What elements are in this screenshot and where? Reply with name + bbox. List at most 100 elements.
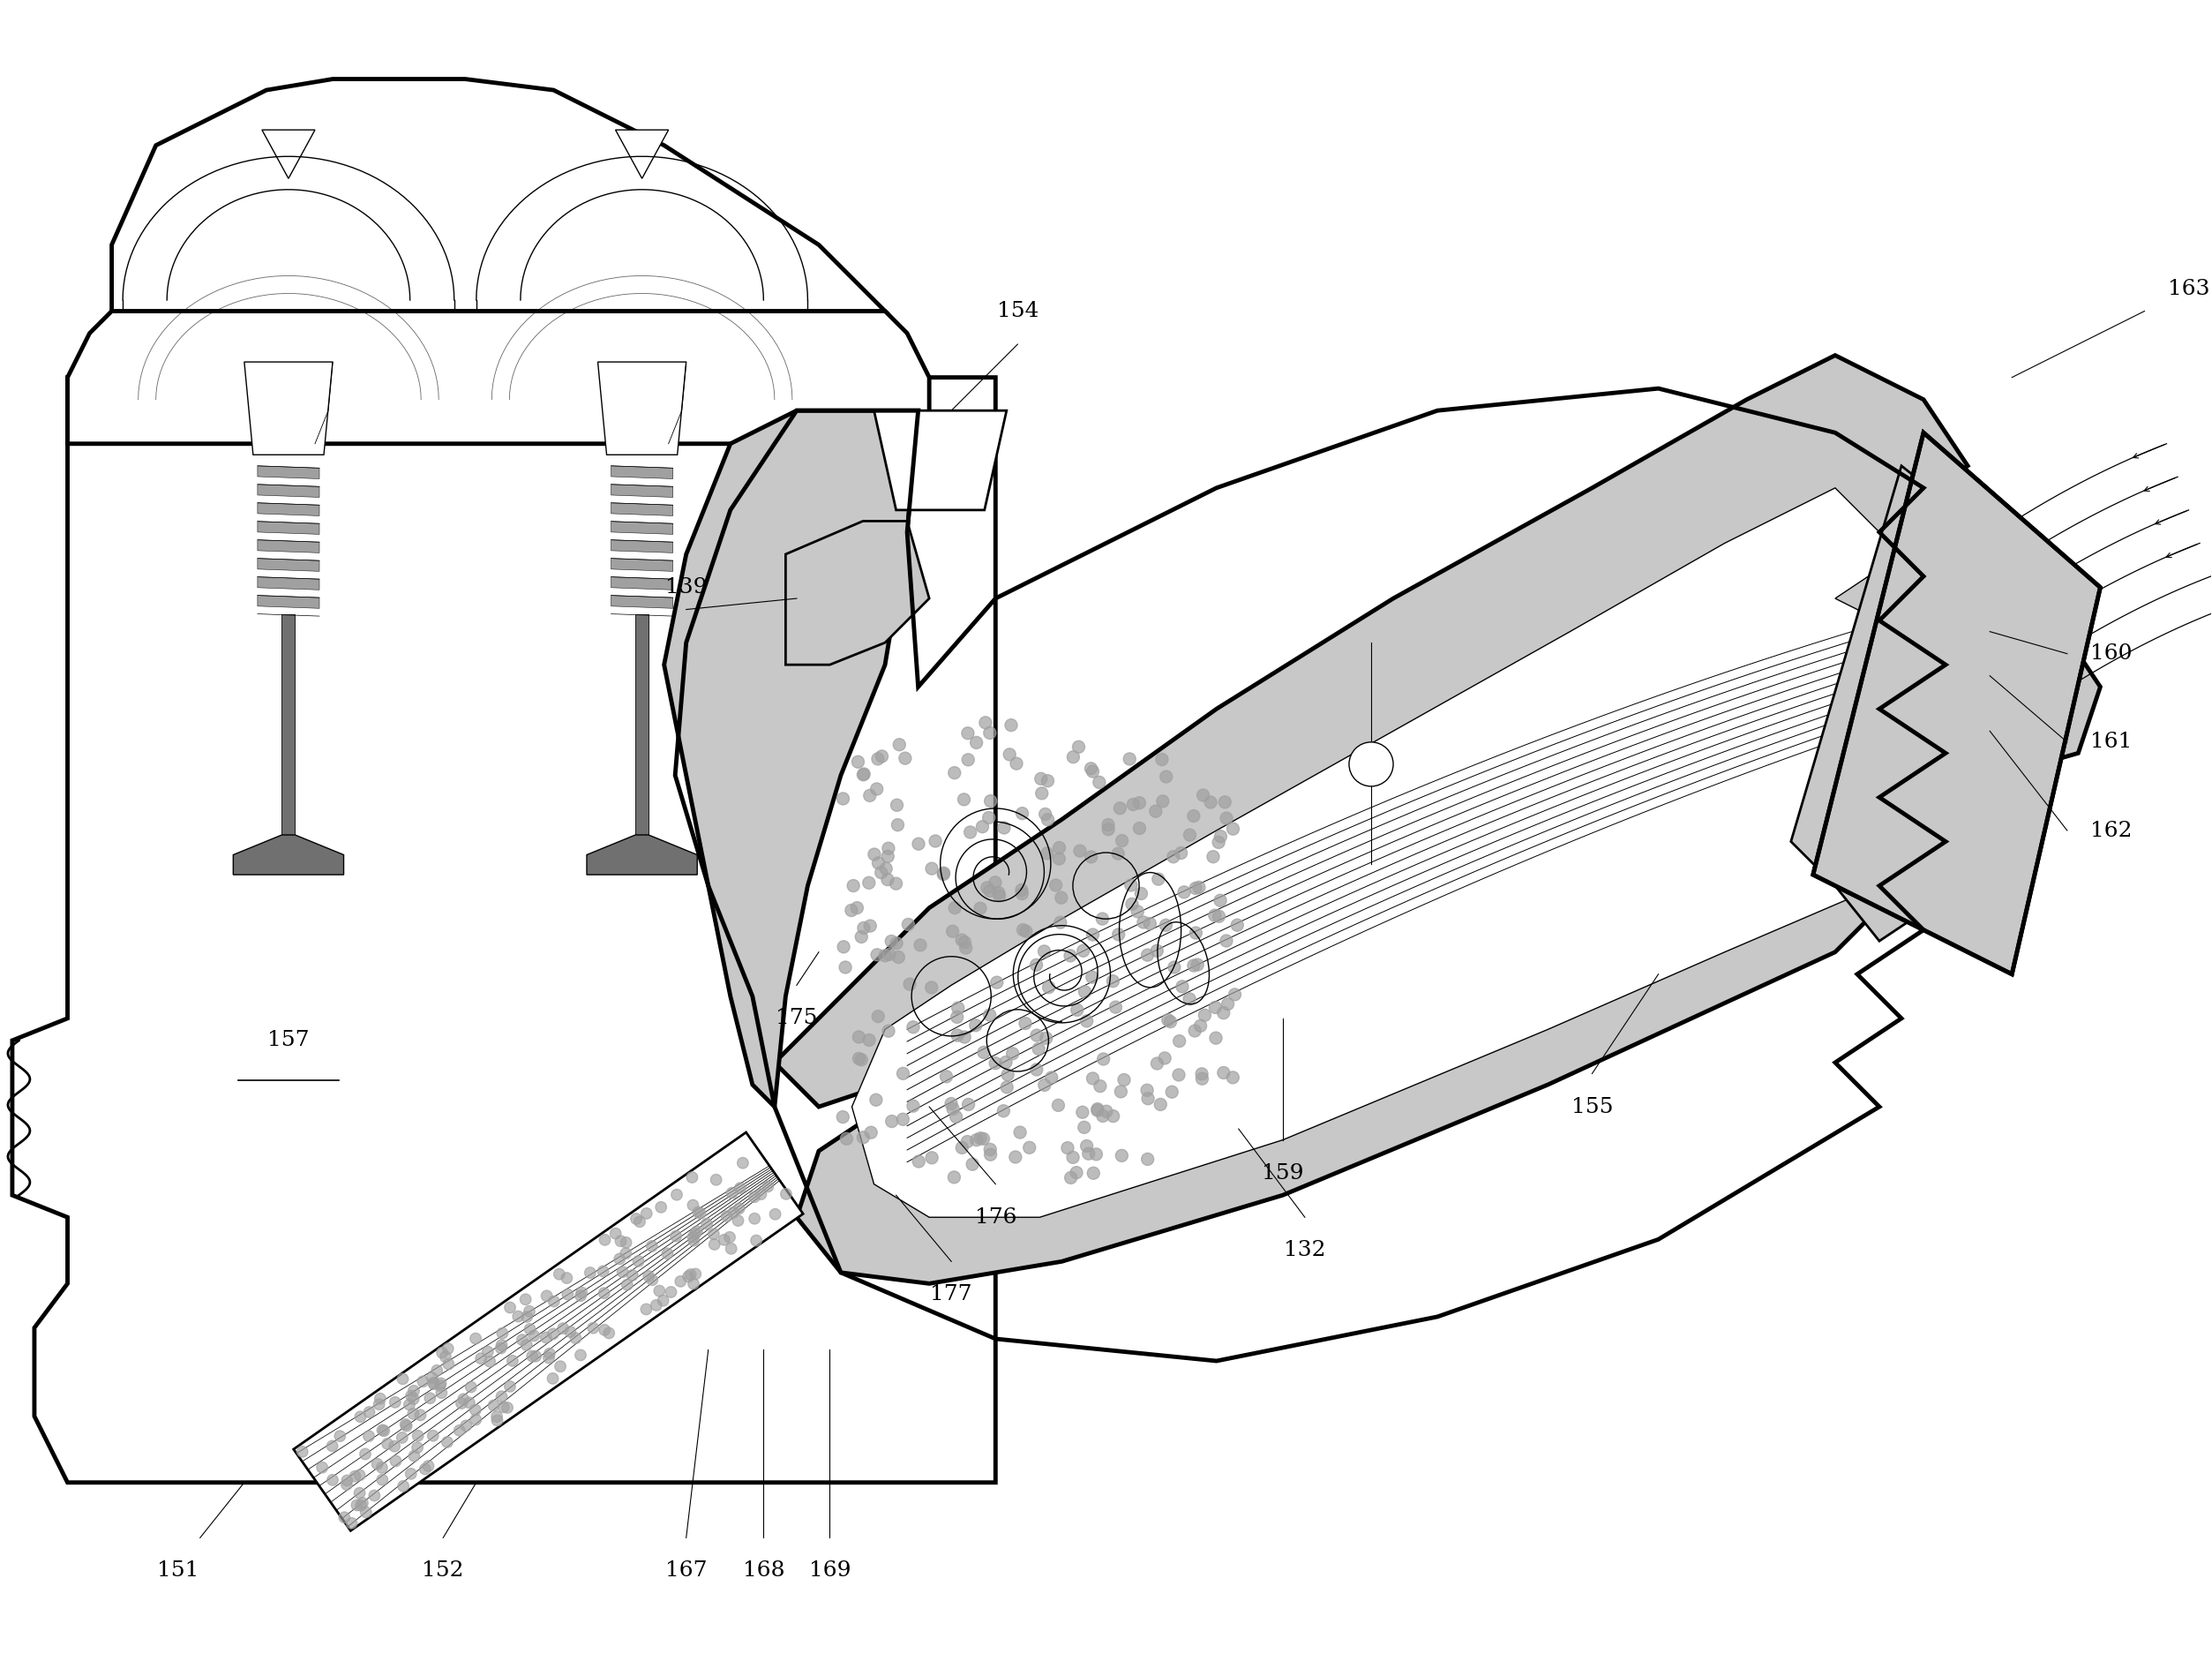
Circle shape <box>458 1394 469 1405</box>
Circle shape <box>1217 1007 1230 1020</box>
Circle shape <box>852 1031 865 1043</box>
Circle shape <box>453 1425 465 1437</box>
Circle shape <box>690 1227 701 1239</box>
Circle shape <box>526 1350 538 1362</box>
Circle shape <box>949 1171 960 1183</box>
Circle shape <box>688 1199 699 1211</box>
Circle shape <box>1110 1002 1121 1013</box>
Circle shape <box>630 1213 641 1224</box>
Circle shape <box>484 1355 495 1367</box>
Circle shape <box>856 1053 867 1066</box>
Circle shape <box>1155 1098 1166 1111</box>
Circle shape <box>436 1387 447 1399</box>
Circle shape <box>947 1103 960 1115</box>
Circle shape <box>1190 882 1201 895</box>
Circle shape <box>1073 741 1084 752</box>
Circle shape <box>1020 925 1033 937</box>
Circle shape <box>400 1420 411 1432</box>
Circle shape <box>958 794 971 806</box>
Circle shape <box>1188 960 1199 972</box>
Circle shape <box>1217 1066 1230 1080</box>
Circle shape <box>885 935 898 947</box>
Circle shape <box>967 1158 978 1171</box>
Circle shape <box>956 1141 969 1154</box>
Circle shape <box>1077 1121 1091 1133</box>
Circle shape <box>872 948 883 962</box>
Circle shape <box>1040 807 1051 821</box>
Circle shape <box>1168 850 1179 864</box>
Circle shape <box>719 1234 730 1246</box>
Circle shape <box>1164 1015 1177 1028</box>
Circle shape <box>1040 1031 1053 1045</box>
Circle shape <box>507 1355 518 1367</box>
Circle shape <box>476 1354 487 1364</box>
Circle shape <box>522 1311 533 1322</box>
Circle shape <box>1133 822 1146 834</box>
Circle shape <box>1166 1086 1179 1098</box>
Text: 162: 162 <box>2090 821 2132 840</box>
Circle shape <box>1161 1013 1175 1026</box>
Circle shape <box>880 874 894 885</box>
Circle shape <box>361 1507 372 1518</box>
Circle shape <box>1168 962 1181 973</box>
Circle shape <box>557 1322 568 1334</box>
Circle shape <box>418 1375 429 1387</box>
Circle shape <box>524 1324 535 1335</box>
Circle shape <box>546 1374 557 1384</box>
Circle shape <box>869 1093 883 1106</box>
Circle shape <box>633 1256 644 1267</box>
Circle shape <box>1066 751 1079 762</box>
Circle shape <box>1172 1035 1186 1048</box>
Circle shape <box>341 1478 352 1490</box>
Circle shape <box>409 1385 420 1397</box>
Circle shape <box>896 1068 909 1080</box>
Circle shape <box>1004 749 1015 761</box>
Circle shape <box>670 1189 681 1201</box>
Circle shape <box>1020 1017 1031 1030</box>
Polygon shape <box>774 355 2101 1106</box>
Circle shape <box>938 869 949 880</box>
Circle shape <box>734 1183 745 1194</box>
Circle shape <box>940 1070 953 1083</box>
Circle shape <box>883 842 894 854</box>
Text: 154: 154 <box>998 301 1040 321</box>
Circle shape <box>1091 1103 1104 1115</box>
Circle shape <box>540 1332 551 1344</box>
Circle shape <box>1192 880 1206 894</box>
Circle shape <box>1095 1080 1106 1093</box>
Circle shape <box>411 1430 422 1442</box>
Circle shape <box>356 1500 367 1512</box>
Circle shape <box>571 1332 582 1344</box>
Circle shape <box>363 1407 374 1417</box>
Circle shape <box>708 1239 719 1251</box>
Circle shape <box>695 1208 706 1219</box>
Circle shape <box>763 1181 774 1193</box>
Circle shape <box>1152 874 1164 885</box>
Polygon shape <box>785 522 929 664</box>
Circle shape <box>1210 1002 1221 1013</box>
Circle shape <box>1349 742 1394 786</box>
Circle shape <box>1064 1171 1077 1184</box>
Circle shape <box>1079 1015 1093 1026</box>
Circle shape <box>425 1392 436 1404</box>
Circle shape <box>1192 958 1203 972</box>
Circle shape <box>872 857 885 869</box>
Circle shape <box>495 1342 507 1354</box>
Polygon shape <box>13 377 995 1483</box>
Circle shape <box>1102 824 1115 835</box>
Polygon shape <box>664 410 918 1106</box>
Circle shape <box>876 751 887 762</box>
Circle shape <box>376 1425 387 1435</box>
Circle shape <box>626 1269 637 1281</box>
Circle shape <box>1159 919 1172 932</box>
Text: 163: 163 <box>2168 279 2210 299</box>
Circle shape <box>405 1468 416 1480</box>
Circle shape <box>1203 796 1217 809</box>
Circle shape <box>407 1394 418 1405</box>
Circle shape <box>1150 806 1161 817</box>
Circle shape <box>1188 811 1199 822</box>
Circle shape <box>442 1359 453 1370</box>
Circle shape <box>1035 772 1046 786</box>
Circle shape <box>1150 1058 1164 1070</box>
Circle shape <box>852 756 865 767</box>
